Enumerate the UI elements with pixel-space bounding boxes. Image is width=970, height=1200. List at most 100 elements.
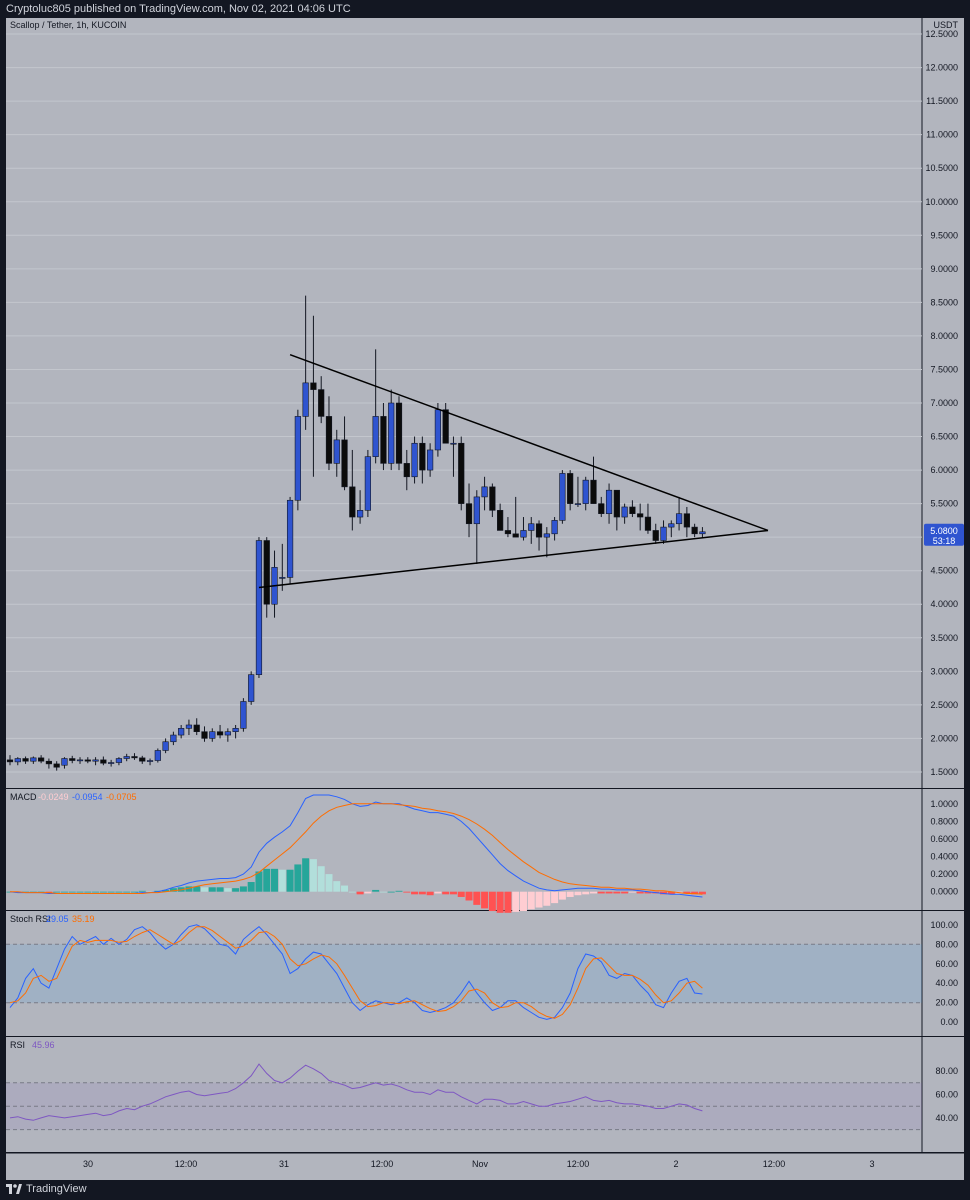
price-tick-label: 9.5000 [930,230,958,240]
time-tick-label: 3 [869,1159,874,1169]
macd-histogram-bar [543,891,551,906]
chart-canvas[interactable]: 12.5000 12.0000 11.5000 11.0000 10.5000 10.00… [6,18,964,1180]
candle [497,510,504,531]
macd-histogram-bar [387,891,395,893]
stoch-band-fill [6,944,922,1003]
stoch-title: Stoch RSI [10,914,51,924]
price-tick-label: 6.0000 [930,465,958,475]
stoch-k-value: 29.05 [46,914,69,924]
macd-histogram-bar [465,891,473,901]
footer-bar: TradingView [0,1180,970,1200]
candle [38,757,45,762]
macd-line [9,794,703,898]
macd-histogram-bar [278,869,286,892]
macd-histogram-bar [442,891,450,895]
currency-label: USDT [934,20,959,30]
price-tick-label: 3.5000 [930,633,958,643]
candle [528,523,535,531]
stoch-tick-label: 0.00 [940,1017,958,1027]
tradingview-logo[interactable]: TradingView [6,1183,87,1195]
macd-histogram-bar [325,874,333,892]
candle [668,523,675,528]
countdown-label: 53:18 [933,536,956,546]
time-tick-label: 12:00 [175,1159,198,1169]
candle [14,758,21,763]
candle [201,731,208,739]
lower-trendline[interactable] [258,529,769,589]
macd-histogram-bar [621,891,629,894]
candle [349,486,356,518]
price-tick-label: 10.5000 [925,163,958,173]
macd-histogram-bar [216,887,224,892]
macd-histogram-bar [379,891,387,893]
candle [442,409,449,444]
price-tick-label: 2.0000 [930,733,958,743]
candle [263,540,270,605]
candle [356,510,364,518]
candle [310,382,317,390]
candle [598,503,605,514]
macd-histogram-bar [628,891,636,893]
upper-trendline[interactable] [289,353,769,532]
price-tick-label: 2.5000 [930,700,958,710]
macd-histogram-bar [333,881,341,892]
macd-histogram-bar [263,868,271,892]
macd-histogram-bar [582,891,590,895]
macd-histogram-bar [115,891,123,893]
macd-histogram-bar [239,886,247,892]
candle [652,530,659,541]
macd-histogram-bar [644,891,652,894]
macd-histogram-bar [130,891,138,893]
candle [224,731,231,736]
candle [123,756,130,759]
candle [294,416,301,501]
price-tick-label: 5.5000 [930,499,958,509]
macd-histogram-bar [434,891,442,894]
macd-histogram-bar [667,891,675,895]
macd-histogram-bar [364,891,372,894]
candle [621,506,628,518]
candle [683,513,690,528]
macd-histogram-bar [286,869,294,892]
chart-area[interactable]: 12.5000 12.0000 11.5000 11.0000 10.5000 10.00… [6,18,964,1180]
candle [185,724,193,729]
macd-histogram-bar [597,891,605,894]
macd-tick-label: 0.4000 [930,852,958,862]
candle [450,442,457,445]
macd-histogram-bar [395,890,403,892]
stoch-k-line [9,924,703,1020]
macd-histogram-bar [636,891,644,894]
candle [69,758,76,761]
macd-histogram-bar [317,866,325,892]
price-tick-label: 7.5000 [930,364,958,374]
macd-histogram-bar [84,891,92,893]
candle [465,503,473,525]
candle [489,486,496,511]
macd-histogram-bar [551,891,559,904]
macd-histogram-bar [473,891,481,905]
candle [170,734,177,743]
tradingview-logo-text: TradingView [26,1183,87,1195]
rsi-tick-label: 80.00 [935,1066,958,1076]
candle [193,724,200,732]
candle [574,503,582,505]
macd-histogram-bar [53,891,61,893]
candle [629,506,636,514]
macd-histogram-bar [193,886,201,892]
macd-histogram-bar [496,891,504,913]
macd-histogram-bar [341,885,349,892]
macd-histogram-bar [418,891,426,895]
macd-histogram-bar [302,858,310,892]
candle [286,499,294,578]
macd-histogram-bar [426,891,434,896]
candle [30,757,37,762]
candle [613,489,620,518]
time-tick-label: 12:00 [371,1159,394,1169]
macd-histogram-bar [201,887,208,892]
price-tick-label: 9.0000 [930,264,958,274]
candle [92,759,99,762]
macd-histogram-bar [348,891,356,893]
time-tick-label: Nov [472,1159,489,1169]
stoch-tick-label: 80.00 [935,939,958,949]
